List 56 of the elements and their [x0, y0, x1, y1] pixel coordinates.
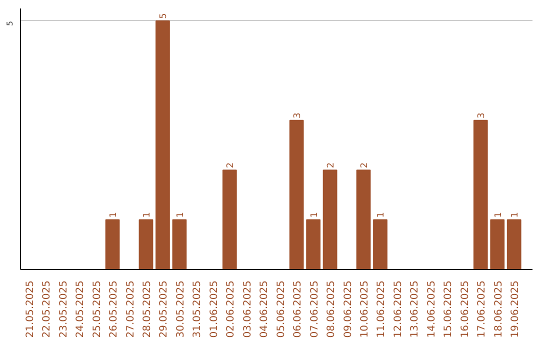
x-tick-label: 07.06.2025: [309, 280, 320, 338]
data-label: 2: [326, 162, 337, 168]
bar: [138, 219, 154, 270]
x-tick-label: 06.06.2025: [292, 280, 304, 338]
data-label: 1: [510, 212, 521, 218]
x-tick-label: 17.06.2025: [476, 280, 488, 338]
x-tick-label: 16.06.2025: [460, 280, 471, 338]
x-tick-label: 03.06.2025: [242, 280, 254, 338]
bar: [473, 120, 488, 270]
bar: [490, 219, 505, 270]
x-tick-label: 30.05.2025: [175, 280, 186, 338]
x-tick-label: 21.05.2025: [24, 280, 36, 338]
x-tick-label: 25.05.2025: [92, 280, 103, 338]
data-label: 1: [494, 212, 504, 218]
x-tick-label: 13.06.2025: [410, 280, 421, 338]
bar: [373, 219, 388, 270]
x-tick-label: 18.06.2025: [493, 280, 504, 338]
x-tick-label: 04.06.2025: [259, 280, 270, 338]
x-tick-label: 10.06.2025: [360, 280, 371, 338]
bar: [356, 170, 371, 270]
x-tick-label: 19.06.2025: [510, 280, 522, 338]
bar: [172, 219, 187, 270]
data-label: 1: [142, 212, 152, 218]
x-tick-label: 12.06.2025: [392, 280, 404, 338]
bar: [306, 219, 321, 270]
x-tick-label: 05.06.2025: [276, 280, 287, 338]
x-tick-label: 28.05.2025: [142, 280, 153, 338]
x-tick-label: 27.05.2025: [125, 280, 136, 338]
bar: [222, 170, 237, 270]
data-label: 3: [293, 112, 304, 118]
x-tick-label: 02.06.2025: [226, 280, 237, 338]
x-tick-label: 26.05.2025: [108, 280, 120, 338]
bar: [506, 219, 522, 270]
x-tick-label: 31.05.2025: [192, 280, 204, 338]
x-tick-label: 11.06.2025: [376, 280, 388, 338]
data-label: 1: [109, 212, 120, 218]
x-tick-label: 14.06.2025: [426, 280, 438, 338]
data-label: 2: [226, 162, 236, 168]
x-tick-label: 08.06.2025: [326, 280, 338, 338]
bar: [289, 120, 304, 270]
data-label: 1: [176, 212, 186, 218]
data-label: 5: [159, 13, 170, 19]
data-label: 3: [477, 112, 488, 118]
x-tick-label: 15.06.2025: [443, 280, 454, 338]
bar: [105, 219, 120, 270]
x-tick-label: 24.05.2025: [75, 280, 86, 338]
x-tick-label: 22.05.2025: [42, 280, 53, 338]
data-label: 1: [376, 212, 387, 218]
x-tick-label: 09.06.2025: [342, 280, 354, 338]
x-tick-label: 23.05.2025: [58, 280, 70, 338]
bar: [322, 170, 338, 270]
x-tick-label: 01.06.2025: [208, 280, 220, 338]
bar: [156, 20, 170, 270]
data-label: 1: [310, 212, 320, 218]
data-label: 2: [360, 162, 370, 168]
x-tick-label: 29.05.2025: [158, 280, 170, 338]
